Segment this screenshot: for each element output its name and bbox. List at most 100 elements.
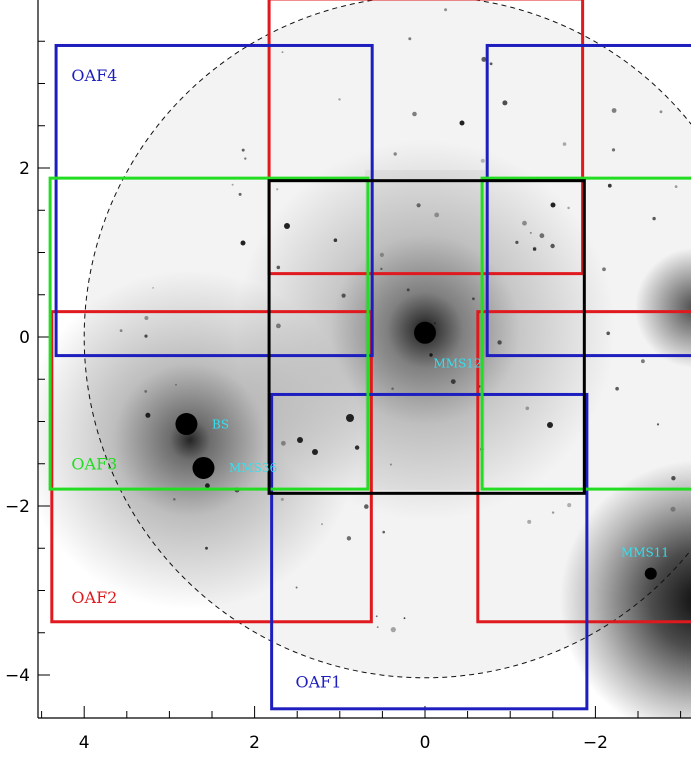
field-star <box>276 188 279 191</box>
field-star <box>429 353 433 357</box>
annotations: OAF2 OAF4 OAF1 OAF3 MMS12 BS MMS36 MMS11 <box>71 66 669 692</box>
field-star <box>567 206 570 210</box>
field-star <box>205 483 210 489</box>
bright-star <box>240 240 246 246</box>
field-star <box>144 390 148 393</box>
bright-star <box>284 223 290 229</box>
field-star <box>607 183 612 188</box>
bright-star <box>459 120 465 126</box>
source-mms11-label: MMS11 <box>621 546 669 560</box>
field-star <box>527 519 532 524</box>
field-star <box>522 220 527 226</box>
field-star <box>615 386 619 391</box>
field-star <box>412 111 417 117</box>
field-star <box>338 98 341 101</box>
field-star <box>641 359 645 364</box>
field-star <box>567 503 572 508</box>
field-star <box>611 108 617 113</box>
field-star <box>346 536 352 541</box>
field-star <box>341 293 346 298</box>
oaf4-field-box <box>54 43 374 358</box>
field-star <box>281 440 286 446</box>
nebula-halo <box>38 270 360 610</box>
field-star <box>333 238 338 242</box>
oaf3-field-box <box>48 176 370 491</box>
field-star <box>321 523 323 526</box>
field-star <box>525 406 530 411</box>
oaf2-label: OAF2 <box>71 588 117 607</box>
x-tick-label: 4 <box>79 733 90 753</box>
bright-star <box>346 414 354 422</box>
field-star <box>144 316 149 320</box>
field-star <box>606 331 610 336</box>
field-star <box>532 247 537 251</box>
black-field-box <box>267 179 586 495</box>
vignetting-circle <box>83 0 691 679</box>
x-tick-label: 2 <box>249 733 260 753</box>
source-mms36-label: MMS36 <box>229 461 277 475</box>
y-tick-label: 2 <box>19 159 30 179</box>
source-mms12-label: MMS12 <box>434 356 482 370</box>
field-star <box>145 412 151 418</box>
field-star <box>364 504 369 509</box>
source-mms12-marker <box>414 321 436 344</box>
field-star <box>152 287 155 289</box>
x-tick-label: −2 <box>583 733 608 753</box>
field-star <box>382 530 386 534</box>
y-tick-label: −4 <box>5 666 30 686</box>
field-star <box>241 148 245 152</box>
plot-axes: 4 2 0 −2 2 0 −2 −4 <box>5 0 691 753</box>
green-field-box <box>480 176 691 491</box>
source-bs-marker <box>175 413 198 436</box>
field-star <box>671 476 676 481</box>
field-star <box>434 322 436 325</box>
bright-star <box>312 449 318 455</box>
field-star <box>489 62 493 66</box>
nebula-halo <box>635 248 691 368</box>
field-star <box>375 615 378 618</box>
field-star <box>515 240 519 244</box>
sky-image <box>38 0 691 718</box>
field-star <box>205 546 208 550</box>
blue-field-box <box>485 43 691 358</box>
red-field-box <box>267 0 585 276</box>
field-star <box>472 297 475 301</box>
field-star <box>390 627 396 633</box>
field-star <box>280 497 284 501</box>
bright-star <box>550 202 556 208</box>
field-star <box>674 185 678 189</box>
bright-star <box>297 437 303 443</box>
field-star <box>670 506 676 512</box>
field-star <box>379 252 384 257</box>
field-star <box>611 148 616 152</box>
field-star <box>391 387 394 391</box>
field-star <box>276 265 281 270</box>
field-star <box>480 158 485 163</box>
bright-star <box>547 422 553 428</box>
source-mms36-marker <box>192 456 215 479</box>
oaf4-label: OAF4 <box>71 66 117 85</box>
field-star <box>403 617 406 620</box>
field-star <box>144 334 148 338</box>
field-star <box>444 8 448 12</box>
field-star <box>119 329 123 332</box>
field-star <box>450 379 456 384</box>
field-star <box>416 203 421 208</box>
field-star <box>408 37 412 41</box>
field-star <box>602 267 606 272</box>
field-star <box>231 183 234 186</box>
oaf3-label: OAF3 <box>71 455 117 474</box>
nebula-halo <box>560 460 691 718</box>
field-star <box>406 288 410 292</box>
field-star <box>550 243 555 249</box>
field-star <box>652 216 656 221</box>
field-star <box>238 192 242 196</box>
oaf1-label: OAF1 <box>295 673 341 692</box>
field-star <box>281 51 284 53</box>
field-star <box>539 233 545 239</box>
field-star <box>481 56 487 62</box>
field-star <box>659 110 663 114</box>
field-star <box>551 511 555 514</box>
field-star <box>276 323 281 329</box>
field-star <box>562 142 567 146</box>
